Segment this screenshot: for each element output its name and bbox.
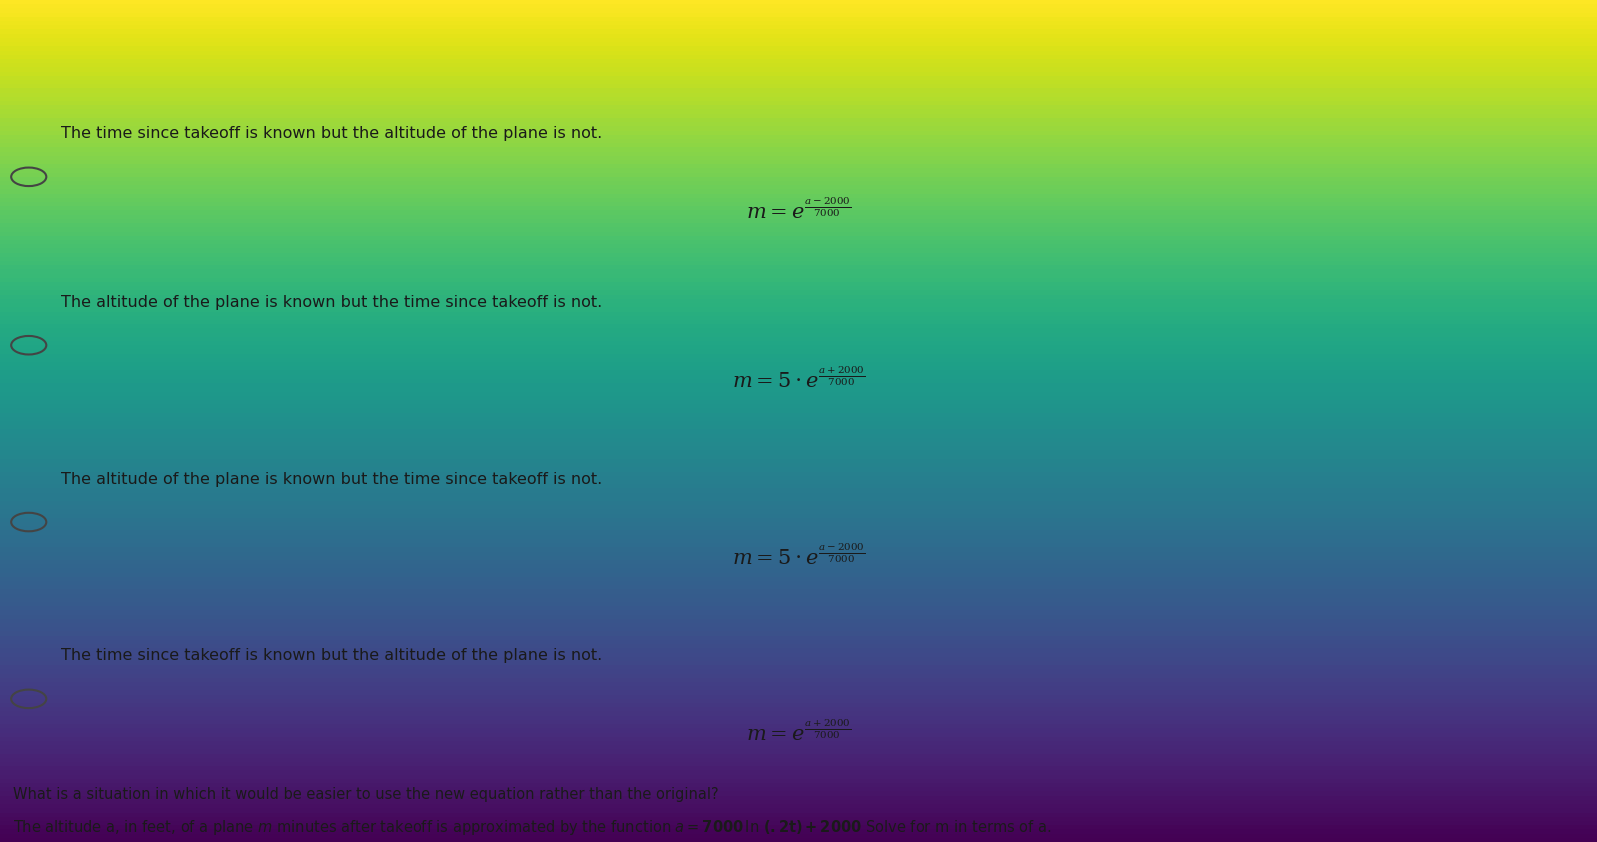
Text: The altitude of the plane is known but the time since takeoff is not.: The altitude of the plane is known but t… [61, 472, 602, 487]
Text: The time since takeoff is known but the altitude of the plane is not.: The time since takeoff is known but the … [61, 126, 602, 141]
Text: The altitude a, in feet, of a plane $m$ minutes after takeoff is approximated by: The altitude a, in feet, of a plane $m$ … [13, 818, 1051, 838]
Text: $m = e^{\frac{a-2000}{7000}}$: $m = e^{\frac{a-2000}{7000}}$ [746, 198, 851, 223]
Text: The altitude of the plane is known but the time since takeoff is not.: The altitude of the plane is known but t… [61, 295, 602, 310]
Text: $m = e^{\frac{a+2000}{7000}}$: $m = e^{\frac{a+2000}{7000}}$ [746, 720, 851, 745]
Text: What is a situation in which it would be easier to use the new equation rather t: What is a situation in which it would be… [13, 787, 719, 802]
Text: $m = 5 \cdot e^{\frac{a+2000}{7000}}$: $m = 5 \cdot e^{\frac{a+2000}{7000}}$ [731, 366, 866, 392]
Text: $m = 5 \cdot e^{\frac{a-2000}{7000}}$: $m = 5 \cdot e^{\frac{a-2000}{7000}}$ [731, 543, 866, 568]
Text: The time since takeoff is known but the altitude of the plane is not.: The time since takeoff is known but the … [61, 648, 602, 663]
